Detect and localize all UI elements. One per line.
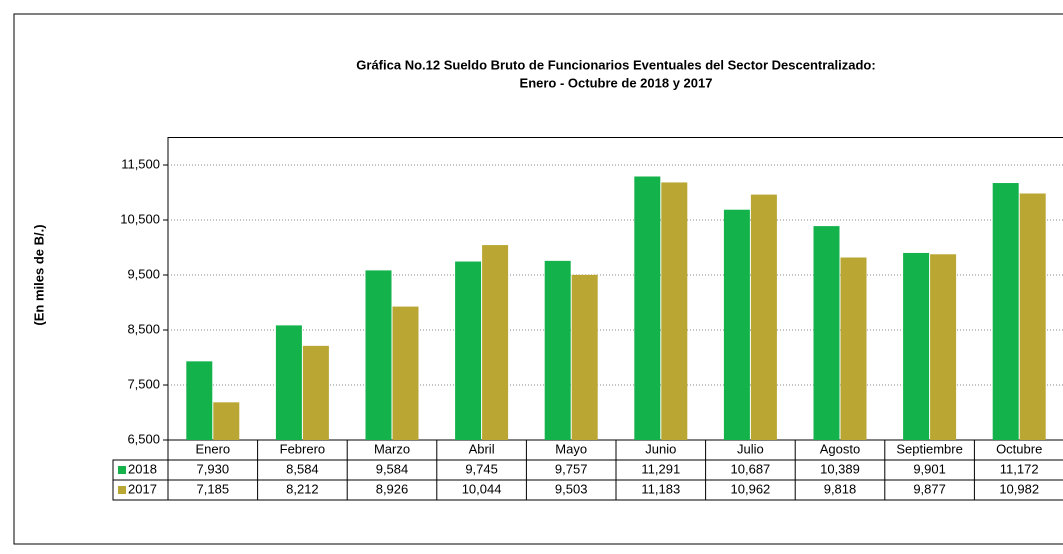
table-value: 10,044 <box>462 481 502 496</box>
x-tick-label: Abril <box>469 441 495 456</box>
legend-label: 2017 <box>128 481 157 496</box>
table-value: 10,982 <box>999 481 1039 496</box>
bar <box>840 257 867 440</box>
bar <box>930 254 957 440</box>
x-tick-label: Enero <box>195 441 230 456</box>
bar <box>455 261 482 440</box>
bar <box>634 176 661 440</box>
bar <box>302 345 329 440</box>
chart-subtitle: Enero - Octubre de 2018 y 2017 <box>520 75 713 90</box>
bar <box>275 325 302 440</box>
y-tick-label: 9,500 <box>127 266 160 281</box>
frame <box>13 13 1063 545</box>
y-tick-label: 6,500 <box>127 431 160 446</box>
bar <box>813 226 840 440</box>
x-tick-label: Junio <box>645 441 676 456</box>
y-tick-label: 11,500 <box>121 156 160 171</box>
table-value: 10,962 <box>731 481 771 496</box>
bar <box>571 274 598 440</box>
table-value: 7,185 <box>197 481 230 496</box>
legend-swatch <box>118 466 126 474</box>
x-tick-label: Septiembre <box>896 441 962 456</box>
table-value: 11,172 <box>1000 461 1039 476</box>
table-row <box>112 479 1063 501</box>
table-value: 9,757 <box>555 461 588 476</box>
bar <box>213 402 240 440</box>
table-value: 9,503 <box>555 481 588 496</box>
table-value: 7,930 <box>197 461 230 476</box>
y-tick-label: 8,500 <box>127 321 160 336</box>
y-tick-label: 7,500 <box>127 376 160 391</box>
table-value: 9,901 <box>913 461 946 476</box>
bar <box>544 260 571 440</box>
bar <box>482 245 509 440</box>
table-value: 9,745 <box>465 461 498 476</box>
table-value: 10,389 <box>820 461 860 476</box>
bar <box>661 182 688 440</box>
y-tick-label: 10,500 <box>120 211 160 226</box>
bar <box>186 361 213 440</box>
table-value: 11,183 <box>641 481 680 496</box>
x-tick-label: Marzo <box>374 441 410 456</box>
x-tick-label: Mayo <box>555 441 587 456</box>
legend-label: 2018 <box>128 461 157 476</box>
chart-title: Gráfica No.12 Sueldo Bruto de Funcionari… <box>356 57 875 72</box>
table-value: 10,687 <box>731 461 771 476</box>
table-value: 9,877 <box>913 481 946 496</box>
table-value: 8,212 <box>286 481 319 496</box>
bar <box>992 183 1019 441</box>
table-value: 8,584 <box>286 461 319 476</box>
bar <box>903 252 930 440</box>
bar <box>365 270 392 440</box>
bar <box>750 194 777 440</box>
table-value: 9,818 <box>824 481 857 496</box>
bar <box>1019 193 1046 440</box>
x-tick-label: Agosto <box>820 441 860 456</box>
table-value: 8,926 <box>376 481 409 496</box>
x-tick-label: Julio <box>737 441 764 456</box>
table-value: 9,584 <box>376 461 409 476</box>
x-tick-label: Octubre <box>996 441 1042 456</box>
legend-swatch <box>118 486 126 494</box>
bar <box>723 209 750 440</box>
table-value: 11,291 <box>641 461 680 476</box>
y-axis-title: (En miles de B/.) <box>31 224 46 325</box>
bar <box>392 306 419 440</box>
x-tick-label: Febrero <box>280 441 326 456</box>
